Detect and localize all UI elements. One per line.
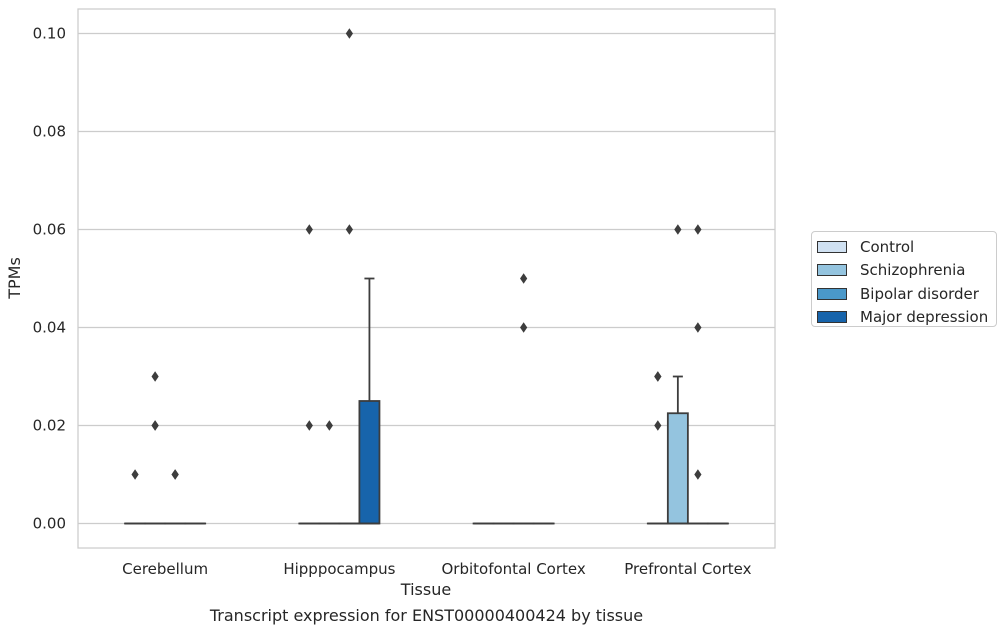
legend-label: Schizophrenia: [860, 261, 966, 280]
box-schizophrenia: [666, 375, 689, 525]
outlier-point: [305, 420, 313, 431]
outlier-point: [694, 322, 702, 333]
legend: Control Schizophrenia Bipolar disorder Majo…: [811, 231, 997, 327]
legend-item: Control: [817, 235, 996, 259]
outlier-point: [305, 224, 313, 235]
legend-swatch: [817, 240, 847, 253]
y-axis-title: TPMs: [5, 257, 24, 300]
outlier-point: [654, 371, 662, 382]
legend-swatch: [817, 311, 847, 324]
outlier-point: [345, 224, 353, 235]
outlier-point: [520, 322, 528, 333]
x-axis-title: Tissue: [400, 580, 451, 599]
outlier-point: [674, 224, 682, 235]
outlier-point: [345, 28, 353, 39]
x-tick-label: Prefrontal Cortex: [624, 560, 751, 578]
box-body: [666, 412, 689, 525]
legend-item: Major depression: [817, 306, 996, 330]
outlier-point: [151, 420, 159, 431]
legend-label: Bipolar disorder: [860, 284, 979, 303]
box-body: [358, 400, 381, 525]
x-tick-label: Hipppocampus: [283, 560, 395, 578]
y-tick-label: 0.10: [33, 25, 66, 43]
box-major-depression: [358, 277, 381, 525]
outlier-point: [131, 469, 139, 480]
figure-caption: Transcript expression for ENST0000040042…: [209, 606, 644, 625]
y-axis-ticks: 0.00 0.02 0.04 0.06 0.08 0.10: [33, 25, 66, 533]
outlier-point: [694, 469, 702, 480]
plot-frame: [77, 8, 776, 549]
outlier-point: [325, 420, 333, 431]
legend-label: Major depression: [860, 308, 989, 327]
y-tick-label: 0.06: [33, 221, 66, 239]
y-tick-label: 0.08: [33, 123, 66, 141]
legend-label: Control: [860, 237, 915, 256]
outlier-point: [151, 371, 159, 382]
y-tick-label: 0.02: [33, 417, 66, 435]
outlier-point: [654, 420, 662, 431]
y-tick-label: 0.00: [33, 515, 66, 533]
outlier-point: [171, 469, 179, 480]
x-tick-label: Orbitofontal Cortex: [442, 560, 586, 578]
y-tick-label: 0.04: [33, 319, 66, 337]
x-axis-ticks: Cerebellum Hipppocampus Orbitofontal Corte…: [122, 560, 751, 578]
outlier-point: [520, 273, 528, 284]
legend-swatch: [817, 264, 847, 277]
outlier-point: [694, 224, 702, 235]
legend-item: Schizophrenia: [817, 259, 996, 283]
box-plot-series: [124, 277, 729, 525]
x-tick-label: Cerebellum: [122, 560, 208, 578]
legend-swatch: [817, 287, 847, 300]
legend-item: Bipolar disorder: [817, 282, 996, 306]
outlier-points: [131, 28, 702, 480]
